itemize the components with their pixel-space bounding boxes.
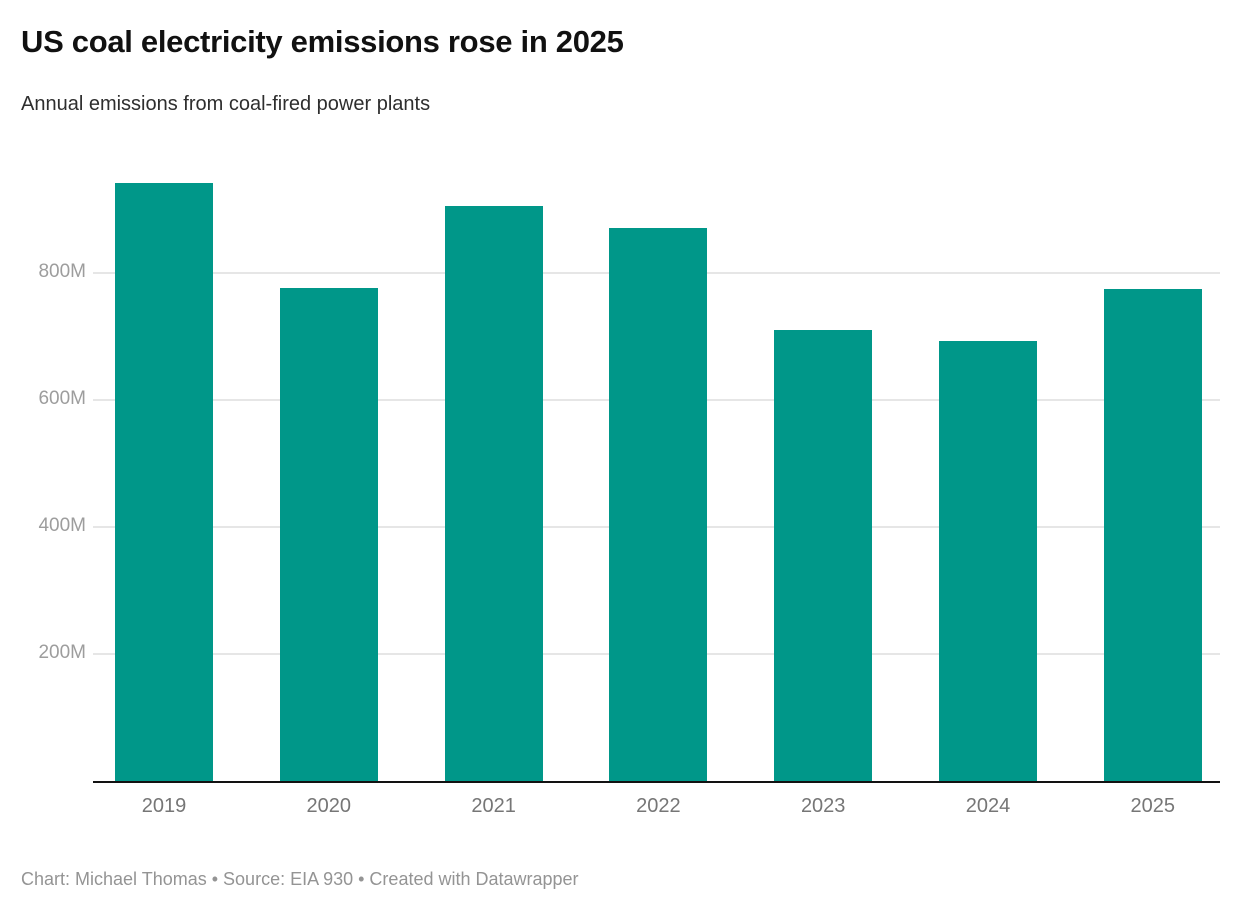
chart-title: US coal electricity emissions rose in 20… (21, 24, 624, 59)
y-tick-label: 800M (38, 261, 86, 283)
x-axis-line (93, 781, 1220, 783)
bar-2022 (609, 227, 708, 781)
chart-subtitle: Annual emissions from coal-fired power p… (21, 93, 431, 115)
bar-2019 (115, 182, 213, 781)
bar-2023 (774, 329, 873, 781)
chart-footer: Chart: Michael Thomas • Source: EIA 930 … (21, 869, 579, 889)
x-tick-label: 2020 (306, 795, 352, 817)
bar-2024 (939, 341, 1037, 781)
y-tick-label: 600M (38, 388, 86, 410)
x-tick-label: 2025 (1130, 795, 1176, 817)
x-tick-label: 2023 (800, 795, 846, 817)
bar-2020 (279, 287, 378, 781)
x-tick-label: 2022 (636, 795, 681, 817)
x-tick-label: 2021 (471, 795, 516, 817)
x-tick-label: 2024 (965, 795, 1011, 817)
y-tick-label: 200M (38, 642, 86, 664)
y-tick-label: 400M (38, 515, 86, 537)
bar-2021 (444, 205, 543, 781)
bar-2025 (1103, 288, 1202, 781)
x-tick-label: 2019 (141, 795, 187, 817)
